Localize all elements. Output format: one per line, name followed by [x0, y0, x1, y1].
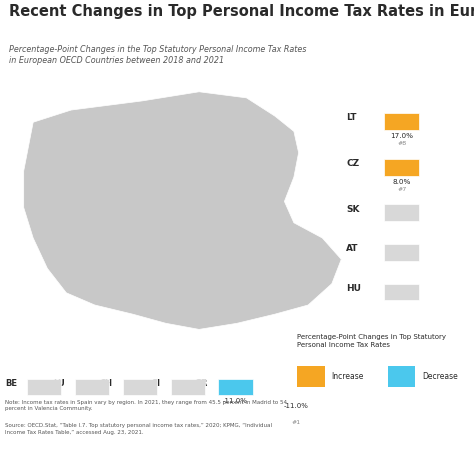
- Text: Source: OECD.Stat, “Table I.7. Top statutory personal income tax rates,” 2020; K: Source: OECD.Stat, “Table I.7. Top statu…: [5, 424, 272, 435]
- Text: Percentage-Point Changes in Top Statutory
Personal Income Tax Rates: Percentage-Point Changes in Top Statutor…: [298, 334, 447, 348]
- Text: #1: #1: [292, 420, 301, 425]
- Text: Decrease: Decrease: [422, 372, 457, 381]
- Text: AT: AT: [346, 244, 358, 253]
- Text: CH: CH: [100, 379, 113, 388]
- Text: Recent Changes in Top Personal Income Tax Rates in Europe: Recent Changes in Top Personal Income Ta…: [9, 4, 474, 20]
- Bar: [298, 366, 325, 387]
- Text: Increase: Increase: [332, 372, 364, 381]
- Text: LT: LT: [346, 113, 356, 122]
- Text: BE: BE: [5, 379, 17, 388]
- Text: -11.0%: -11.0%: [223, 398, 248, 404]
- Bar: [27, 379, 62, 395]
- Text: CZ: CZ: [346, 159, 359, 168]
- Text: Percentage-Point Changes in the Top Statutory Personal Income Tax Rates
in Europ: Percentage-Point Changes in the Top Stat…: [9, 45, 307, 65]
- Polygon shape: [24, 92, 341, 329]
- FancyBboxPatch shape: [384, 159, 419, 176]
- Text: TAX FOUNDATION: TAX FOUNDATION: [9, 453, 133, 466]
- Text: -11.0%: -11.0%: [284, 403, 309, 408]
- Text: @TaxFoundation: @TaxFoundation: [379, 454, 465, 465]
- Text: #7: #7: [397, 187, 407, 192]
- FancyBboxPatch shape: [384, 284, 419, 300]
- Bar: [171, 379, 205, 395]
- Bar: [219, 379, 253, 395]
- Bar: [123, 379, 157, 395]
- Text: 17.0%: 17.0%: [391, 133, 413, 139]
- Text: LU: LU: [53, 379, 65, 388]
- FancyBboxPatch shape: [384, 244, 419, 261]
- FancyBboxPatch shape: [384, 113, 419, 130]
- Bar: [75, 379, 109, 395]
- Text: HU: HU: [346, 284, 361, 293]
- Text: SI: SI: [151, 379, 160, 388]
- Text: SK: SK: [346, 205, 359, 214]
- Text: 8.0%: 8.0%: [393, 178, 411, 185]
- Text: #8: #8: [397, 141, 407, 146]
- FancyBboxPatch shape: [384, 205, 419, 221]
- Text: Note: Income tax rates in Spain vary by region. In 2021, they range from 45.5 pe: Note: Income tax rates in Spain vary by …: [5, 400, 287, 411]
- Text: GR: GR: [195, 379, 208, 388]
- Bar: [388, 366, 415, 387]
